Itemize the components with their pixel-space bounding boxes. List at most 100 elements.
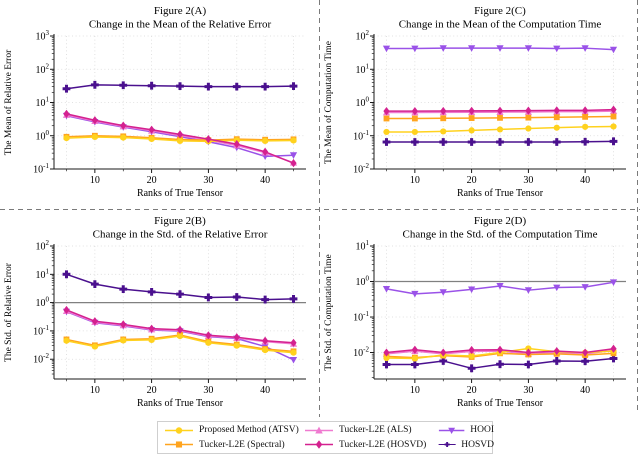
plus-marker-icon [609, 137, 618, 146]
chart-title: Figure 2(D) [474, 215, 527, 227]
diamond-marker-icon [233, 140, 240, 149]
circle-marker-icon [290, 137, 297, 144]
x-tick-label: 40 [260, 385, 270, 396]
square-marker-icon [411, 115, 418, 122]
triangle-down-marker-icon [609, 279, 618, 287]
plus-marker-icon [410, 138, 419, 146]
circle-marker-icon [262, 346, 269, 354]
x-tick-label: 20 [467, 385, 477, 396]
circle-marker-icon [610, 123, 617, 130]
plus-marker-icon [261, 295, 270, 304]
x-axis-label: Ranks of True Tensor [457, 398, 544, 409]
triangle-down-marker-icon [553, 45, 561, 53]
x-tick-label: 20 [467, 175, 477, 186]
x-tick-label: 20 [147, 175, 157, 186]
diamond-marker-icon [496, 345, 504, 354]
y-tick-label: 10-1 [353, 310, 369, 324]
circle-marker-icon [411, 128, 418, 136]
legend-marker-spectral-icon [165, 441, 193, 448]
triangle-down-marker-icon [289, 356, 298, 364]
y-axis-label: The Std. of Relative Error [3, 262, 14, 362]
circle-marker-icon [468, 352, 475, 360]
square-marker-icon [468, 115, 475, 121]
triangle-down-marker-icon [581, 284, 589, 291]
plus-marker-icon [204, 293, 213, 302]
chart-subtitle: Change in the Std. of the Computation Ti… [403, 229, 598, 241]
diamond-marker-icon [411, 345, 418, 354]
circle-marker-icon [91, 343, 98, 350]
triangle-down-marker-icon [553, 284, 561, 292]
chart-subtitle: Change in the Mean of the Relative Error [89, 19, 272, 31]
chart-figure-2c: 10-2 10-1 100 101 102 10 20 30 40 Figure 2(C) Chan… [320, 3, 640, 209]
chart-title: Figure 2(A) [154, 5, 207, 17]
fig2c-svg: 10-2 10-1 100 101 102 10 20 30 40 Figure 2(C) Chan… [323, 5, 626, 199]
diamond-marker-icon [610, 105, 617, 114]
plus-marker-icon [261, 82, 270, 91]
legend-label: HOSVD [461, 439, 494, 450]
square-marker-icon [440, 115, 447, 122]
triangle-down-marker-icon [289, 152, 298, 159]
circle-marker-icon [525, 125, 532, 132]
circle-marker-icon [148, 336, 155, 344]
triangle-down-marker-icon [496, 45, 504, 52]
x-tick-label: 40 [580, 385, 590, 396]
triangle-down-marker-icon [468, 286, 476, 294]
chart-figure-2d: 10-2 10-1 100 101 10 20 30 40 Figure 2(D) Change … [320, 213, 640, 419]
x-tick-label: 10 [90, 385, 100, 396]
plus-marker-icon [439, 357, 448, 365]
plus-marker-icon [552, 138, 561, 146]
y-tick-label: 100 [356, 96, 370, 110]
plus-marker-icon [90, 80, 99, 89]
x-tick-label: 30 [203, 385, 213, 396]
square-marker-icon [175, 441, 183, 448]
diamond-marker-icon [91, 116, 98, 125]
vertical-divider [319, 0, 320, 417]
plus-marker-icon [90, 280, 99, 289]
circle-marker-icon [63, 337, 70, 344]
triangle-down-marker-icon [581, 45, 589, 52]
circle-marker-icon [233, 342, 240, 349]
plus-marker-icon [609, 354, 618, 363]
triangle-down-marker-icon [448, 427, 456, 434]
legend-label: Proposed Method (ATSV) [199, 425, 299, 436]
plus-marker-icon [467, 138, 476, 146]
y-tick-label: 10-1 [33, 324, 49, 338]
legend-label: Tucker-L2E (HOSVD) [339, 439, 427, 450]
legend-marker-l2e_hosvd-icon [305, 440, 333, 450]
square-marker-icon [553, 114, 560, 121]
diamond-marker-icon [290, 338, 297, 347]
circle-marker-icon [175, 426, 183, 434]
x-tick-label: 10 [410, 175, 420, 186]
legend-item-spectral: Tucker-L2E (Spectral) [164, 439, 304, 450]
y-tick-label: 101 [36, 96, 50, 110]
diamond-marker-icon [496, 106, 504, 115]
plus-marker-icon [119, 81, 128, 90]
circle-marker-icon [383, 128, 390, 136]
circle-marker-icon [176, 332, 184, 340]
x-tick-label: 40 [260, 175, 270, 186]
legend-label: Tucker-L2E (Spectral) [199, 439, 285, 450]
y-tick-label: 100 [36, 129, 50, 143]
triangle-down-marker-icon [382, 45, 391, 53]
circle-marker-icon [262, 137, 269, 145]
y-tick-label: 102 [36, 62, 50, 76]
triangle-up-marker-icon [315, 426, 323, 434]
plus-marker-icon [119, 285, 128, 294]
diamond-marker-icon [262, 336, 269, 345]
plus-marker-icon [524, 360, 533, 369]
square-marker-icon [582, 113, 589, 120]
plus-marker-icon [439, 138, 448, 146]
x-tick-label: 40 [580, 175, 590, 186]
diamond-marker-icon [411, 107, 418, 116]
square-marker-icon [525, 114, 532, 121]
fig2d-svg: 10-2 10-1 100 101 10 20 30 40 Figure 2(D) Change … [323, 215, 626, 409]
plus-marker-icon [62, 84, 71, 93]
square-marker-icon [610, 113, 617, 120]
circle-marker-icon [205, 339, 212, 346]
x-tick-label: 30 [523, 175, 533, 186]
circle-marker-icon [176, 137, 184, 145]
legend-item-hooi: HOOI [438, 425, 494, 436]
circle-marker-icon [383, 354, 390, 362]
y-tick-label: 101 [36, 267, 50, 281]
plus-marker-icon [289, 82, 298, 91]
